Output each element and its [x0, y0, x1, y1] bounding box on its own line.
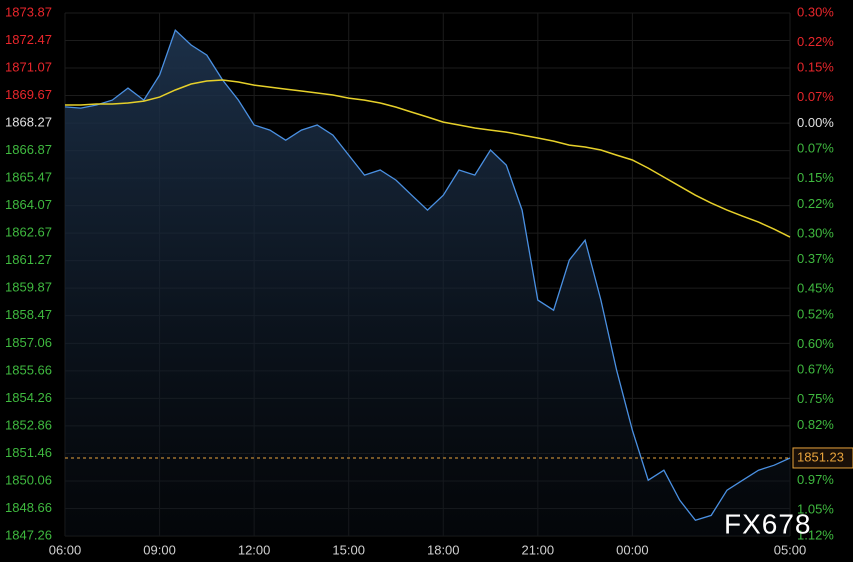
y-tick-label: 1873.87 — [5, 4, 52, 19]
y2-tick-label: 0.22% — [797, 34, 834, 49]
y2-tick-label: 0.60% — [797, 336, 834, 351]
y-tick-label: 1855.66 — [5, 362, 52, 377]
y2-tick-label: 0.30% — [797, 225, 834, 240]
x-tick-label: 18:00 — [427, 542, 460, 557]
y2-tick-label: 0.82% — [797, 417, 834, 432]
x-tick-label: 05:00 — [774, 542, 807, 557]
y2-tick-label: 0.15% — [797, 170, 834, 185]
y2-tick-label: 0.07% — [797, 89, 834, 104]
y-tick-label: 1847.26 — [5, 527, 52, 542]
y2-tick-label: 0.15% — [797, 60, 834, 75]
y2-tick-label: 0.07% — [797, 141, 834, 156]
y-tick-label: 1848.66 — [5, 500, 52, 515]
last-value-label: 1851.23 — [797, 449, 844, 464]
y2-tick-label: 0.45% — [797, 281, 834, 296]
last-value-box — [792, 447, 853, 469]
y2-tick-label: 0.22% — [797, 196, 834, 211]
line — [65, 79, 791, 238]
y-tick-label: 1852.86 — [5, 417, 52, 432]
y-tick-label: 1871.07 — [5, 59, 52, 74]
y-tick-label: 1872.47 — [5, 32, 52, 47]
y2-tick-label: 1.12% — [797, 527, 834, 542]
y-tick-label: 1868.27 — [5, 115, 52, 130]
y-tick-label: 1869.67 — [5, 87, 52, 102]
x-tick-label: 00:00 — [616, 542, 649, 557]
y2-tick-label: 1.05% — [797, 502, 834, 517]
y-tick-label: 1859.87 — [5, 280, 52, 295]
y-tick-label: 1850.06 — [5, 472, 52, 487]
x-tick-label: 21:00 — [522, 542, 555, 557]
y2-tick-label: 0.52% — [797, 306, 834, 321]
y-tick-label: 1861.27 — [5, 252, 52, 267]
y-tick-label: 1862.67 — [5, 225, 52, 240]
y-tick-label: 1854.26 — [5, 390, 52, 405]
y-tick-label: 1866.87 — [5, 142, 52, 157]
y-tick-label: 1858.47 — [5, 307, 52, 322]
y2-tick-label: 0.00% — [797, 115, 834, 130]
line — [64, 28, 791, 522]
x-tick-label: 09:00 — [143, 542, 176, 557]
area — [65, 30, 790, 536]
y2-tick-label: 0.30% — [797, 4, 834, 19]
y2-tick-label: 0.97% — [797, 472, 834, 487]
x-tick-label: 06:00 — [49, 542, 82, 557]
y-tick-label: 1851.46 — [5, 445, 52, 460]
y2-tick-label: 0.67% — [797, 362, 834, 377]
y-tick-label: 1857.06 — [5, 335, 52, 350]
y2-tick-label: 0.37% — [797, 251, 834, 266]
watermark: FX678 — [724, 508, 812, 539]
y-tick-label: 1865.47 — [5, 170, 52, 185]
x-tick-label: 15:00 — [332, 542, 365, 557]
y-tick-label: 1864.07 — [5, 197, 52, 212]
x-tick-label: 12:00 — [238, 542, 271, 557]
y2-tick-label: 0.75% — [797, 391, 834, 406]
